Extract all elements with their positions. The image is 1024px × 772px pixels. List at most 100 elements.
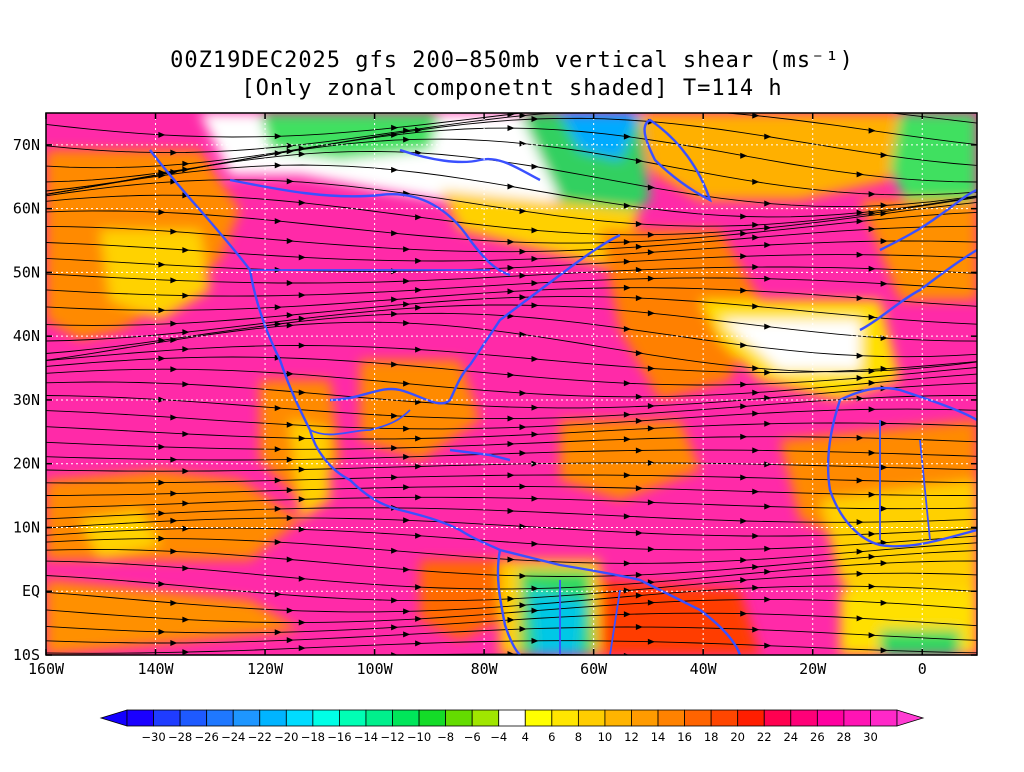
streamline-arrow [170, 639, 178, 646]
streamline-arrow [298, 292, 306, 299]
streamline-arrow [531, 607, 539, 614]
streamline-arrow [740, 656, 747, 662]
streamline-arrow [740, 403, 748, 410]
streamline-arrow [298, 496, 306, 503]
streamline-arrow [752, 303, 760, 310]
streamline-arrow [623, 380, 631, 387]
colorbar-label: 10 [598, 730, 613, 744]
streamline-arrow [158, 628, 166, 635]
streamline-arrow [624, 100, 631, 106]
streamline-arrow [856, 218, 864, 225]
streamline-arrow [274, 539, 282, 546]
streamline-arrow [298, 254, 306, 261]
streamline-arrow [298, 466, 306, 473]
streamline-arrow [298, 315, 306, 322]
colorbar-label: −14 [354, 730, 378, 744]
streamline-arrow [764, 596, 772, 603]
streamline-arrow [880, 152, 888, 159]
streamline-arrow [880, 202, 888, 209]
colorbar-label: 22 [757, 730, 772, 744]
streamline-arrow [519, 424, 527, 431]
streamline-arrow [286, 148, 294, 155]
streamline-arrow [415, 304, 423, 311]
streamline-arrow [752, 488, 760, 495]
streamline-arrow [531, 115, 539, 122]
streamline-arrow [182, 525, 190, 532]
streamline-arrow [158, 172, 166, 179]
streamline-arrow [298, 342, 306, 349]
streamline [46, 422, 977, 440]
streamline-arrow [531, 356, 539, 363]
streamline-arrow [856, 171, 864, 178]
colorbar-label: −6 [464, 730, 481, 744]
lon-tick-label: 160W [28, 660, 65, 678]
streamline-arrow [856, 251, 864, 258]
streamline-arrow [403, 566, 411, 573]
streamline-arrow [182, 329, 190, 336]
streamline-arrow [415, 435, 423, 442]
streamline-arrow [647, 638, 655, 645]
streamline-arrow [880, 210, 888, 217]
streamline-arrow [740, 152, 748, 159]
streamline [46, 266, 977, 284]
streamline-arrow [415, 399, 423, 406]
streamline-arrow [623, 587, 631, 594]
colorbar-swatch [259, 709, 287, 727]
streamline-arrow [391, 474, 399, 481]
streamline-arrow [868, 491, 876, 498]
streamline [46, 486, 977, 496]
streamline-arrow [856, 209, 864, 216]
streamline-arrow [868, 406, 876, 413]
colorbar-label: −12 [380, 730, 404, 744]
streamline [46, 194, 977, 236]
colorbar-swatch [870, 709, 898, 727]
streamline-arrow [274, 477, 282, 484]
streamline [46, 549, 977, 577]
streamline-arrow [182, 616, 190, 623]
colorbar-label: 8 [575, 730, 582, 744]
streamline-arrow [880, 280, 888, 287]
streamline-arrow [635, 157, 643, 164]
streamline [46, 296, 977, 326]
streamline [46, 179, 977, 227]
streamline-arrow [415, 286, 423, 293]
streamline-arrow [647, 365, 655, 372]
colorbar-label: −30 [141, 730, 165, 744]
colorbar-swatch [392, 709, 420, 727]
streamline-arrow [623, 611, 631, 618]
streamline [46, 113, 977, 154]
streamline-arrow [868, 127, 876, 134]
streamline-arrow [274, 218, 282, 225]
streamline-arrow [158, 337, 166, 344]
streamline [46, 277, 977, 297]
streamline-arrow [635, 266, 643, 273]
streamline-arrow [415, 214, 423, 221]
streamline-arrow [764, 642, 772, 649]
streamline-arrow [286, 456, 294, 463]
streamline-arrow [403, 425, 411, 432]
streamline-arrow [403, 380, 411, 387]
colorbar-right-arrow [896, 709, 925, 727]
streamline-arrow [764, 133, 772, 140]
streamline-arrow [531, 431, 539, 438]
streamline-arrow [415, 615, 423, 622]
streamline-arrow [170, 456, 178, 463]
streamline-arrow [856, 374, 864, 381]
streamline-arrow [531, 585, 539, 592]
colorbar-swatch [126, 709, 154, 727]
streamline-arrow [507, 595, 515, 602]
streamline-arrow [391, 412, 399, 419]
streamline-arrow [740, 99, 747, 105]
colorbar-swatch [339, 709, 367, 727]
colorbar-label: −24 [221, 730, 245, 744]
streamline-arrow [298, 575, 306, 582]
streamline-arrow [623, 436, 631, 443]
lat-tick-label: 70N [13, 136, 40, 154]
streamline-arrow [764, 545, 772, 552]
colorbar-swatch [498, 709, 526, 727]
streamline-arrow [635, 243, 643, 250]
streamline-arrow [623, 284, 631, 291]
streamline [46, 225, 977, 253]
streamline-arrow [880, 420, 888, 427]
streamline-arrow [531, 404, 539, 411]
